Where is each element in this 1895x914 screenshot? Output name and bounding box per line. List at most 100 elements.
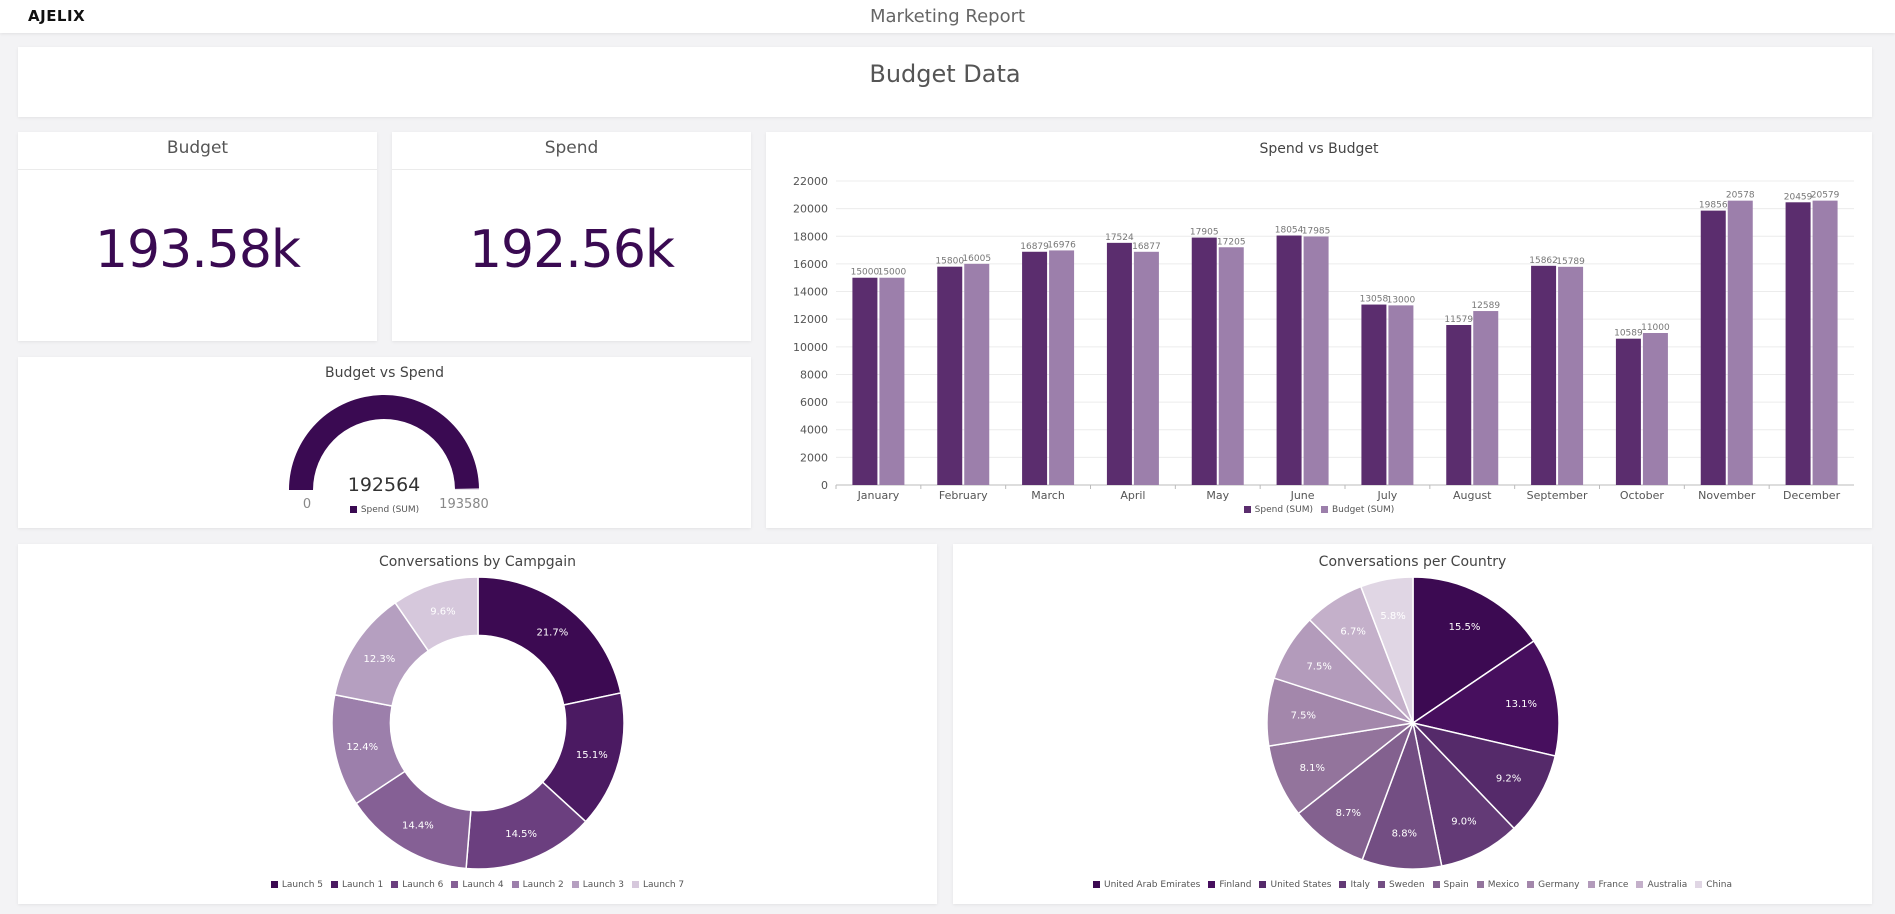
campaign-legend-item-launch-4[interactable]: Launch 4	[451, 880, 504, 890]
campaign-legend-item-launch-3[interactable]: Launch 3	[571, 880, 624, 890]
country-legend-item-france[interactable]: France	[1587, 880, 1628, 890]
country-chart-title: Conversations per Country	[1318, 554, 1507, 570]
ajelix-logo[interactable]: AJELIX	[28, 7, 86, 25]
gauge-title: Budget vs Spend	[325, 365, 444, 381]
campaign-slice-launch-5[interactable]	[477, 576, 622, 706]
legend-swatch	[451, 881, 459, 888]
country-slice-finland[interactable]	[1411, 640, 1560, 757]
bar-budget-sum-april[interactable]	[1133, 251, 1159, 485]
bar-spend-sum-july[interactable]	[1361, 304, 1387, 485]
campaign-legend-item-launch-5[interactable]: Launch 5	[270, 880, 323, 890]
campaign-legend-item-launch-2[interactable]: Launch 2	[511, 880, 564, 890]
kpi-divider	[18, 169, 377, 170]
y-tick-label: 14000	[793, 286, 828, 299]
bar-spend-sum-september[interactable]	[1531, 265, 1557, 485]
country-legend-item-united-states[interactable]: United States	[1259, 880, 1331, 890]
bar-budget-sum-june[interactable]	[1303, 236, 1329, 485]
y-tick-label: 4000	[800, 424, 828, 437]
bar-budget-sum-january[interactable]	[879, 277, 905, 485]
bar-data-label: 15800	[935, 257, 964, 267]
bar-data-label: 17524	[1105, 233, 1134, 243]
legend-swatch	[631, 881, 639, 888]
y-tick-label: 18000	[793, 230, 828, 243]
y-tick-label: 8000	[800, 368, 828, 381]
country-slice-united-states[interactable]	[1410, 721, 1557, 830]
bar-spend-sum-may[interactable]	[1191, 237, 1217, 485]
legend-swatch	[571, 881, 579, 888]
y-tick-label: 12000	[793, 313, 828, 326]
country-slice-label: 8.1%	[1300, 763, 1325, 774]
bar-chart-title: Spend vs Budget	[1259, 141, 1379, 157]
bar-spend-sum-march[interactable]	[1022, 251, 1048, 485]
x-tick-label: August	[1453, 489, 1492, 502]
bar-spend-sum-november[interactable]	[1700, 210, 1726, 485]
bar-data-label: 20459	[1784, 192, 1813, 202]
bar-spend-sum-december[interactable]	[1785, 202, 1811, 485]
country-legend-item-finland[interactable]: Finland	[1208, 880, 1251, 890]
bar-budget-sum-march[interactable]	[1049, 250, 1075, 485]
budget-kpi-value: 193.58k	[94, 220, 301, 280]
legend-swatch	[270, 881, 278, 888]
bar-budget-sum-november[interactable]	[1727, 200, 1753, 485]
page-title-card: Budget Data	[18, 47, 1872, 117]
top-bar: AJELIX Marketing Report	[0, 0, 1895, 33]
country-legend-item-australia[interactable]: Australia	[1636, 880, 1687, 890]
bar-spend-sum-june[interactable]	[1276, 235, 1302, 485]
country-slice-china[interactable]	[1359, 576, 1414, 724]
legend-swatch	[1243, 506, 1251, 513]
bar-budget-sum-may[interactable]	[1218, 247, 1244, 485]
bar-data-label: 16879	[1020, 242, 1049, 252]
legend-swatch	[331, 881, 339, 888]
bar-spend-sum-october[interactable]	[1615, 338, 1641, 485]
bar-data-label: 10589	[1614, 329, 1643, 339]
bar-spend-sum-january[interactable]	[852, 277, 878, 485]
legend-swatch	[1093, 881, 1100, 888]
bar-data-label: 12589	[1471, 301, 1500, 311]
bar-data-label: 15862	[1529, 256, 1558, 266]
y-tick-label: 6000	[800, 396, 828, 409]
campaign-legend-item-launch-1[interactable]: Launch 1	[331, 880, 383, 890]
country-legend-item-spain[interactable]: Spain	[1432, 880, 1469, 890]
country-slice-united-arab-emirates[interactable]	[1412, 576, 1535, 725]
bar-budget-sum-september[interactable]	[1558, 266, 1584, 485]
country-legend-item-china[interactable]: China	[1695, 880, 1732, 890]
bar-budget-sum-february[interactable]	[964, 263, 990, 485]
legend-item-spend-sum[interactable]: Spend (SUM)	[1243, 505, 1313, 515]
gauge-fill	[289, 395, 479, 490]
campaign-slice-label: 15.1%	[576, 750, 608, 761]
bar-data-label: 16877	[1132, 242, 1161, 252]
legend-item-budget-sum[interactable]: Budget (SUM)	[1321, 505, 1394, 515]
campaign-card: Conversations by Campgain 21.7% 15.1% 14.5…	[18, 544, 937, 904]
campaign-slice-label: 9.6%	[430, 606, 455, 617]
y-tick-label: 16000	[793, 258, 828, 271]
bar-budget-sum-october[interactable]	[1642, 333, 1668, 485]
country-slice-label: 9.2%	[1496, 773, 1521, 784]
campaign-legend-item-launch-7[interactable]: Launch 7	[631, 880, 684, 890]
gauge-legend-item[interactable]: Spend (SUM)	[349, 505, 419, 515]
country-legend-item-united-arab-emirates[interactable]: United Arab Emirates	[1093, 880, 1200, 890]
country-slice-label: 6.7%	[1340, 627, 1365, 638]
campaign-chart-title: Conversations by Campgain	[378, 554, 577, 570]
bar-spend-sum-august[interactable]	[1446, 324, 1472, 485]
gauge-value: 192564	[348, 474, 421, 496]
country-legend-item-italy[interactable]: Italy	[1339, 880, 1370, 890]
bar-budget-sum-july[interactable]	[1388, 305, 1414, 485]
bar-data-label: 15789	[1556, 257, 1585, 267]
bar-budget-sum-august[interactable]	[1473, 311, 1499, 485]
campaign-slice-label: 14.4%	[402, 821, 434, 832]
campaign-legend-item-launch-6[interactable]: Launch 6	[391, 880, 443, 890]
campaign-slice-launch-7[interactable]	[394, 576, 479, 652]
country-slice-italy[interactable]	[1411, 720, 1516, 868]
bar-spend-sum-april[interactable]	[1106, 242, 1132, 485]
campaign-slice-label: 21.7%	[536, 627, 568, 638]
bar-spend-sum-february[interactable]	[937, 266, 963, 485]
country-legend-item-mexico[interactable]: Mexico	[1476, 880, 1519, 890]
country-slice-label: 15.5%	[1449, 622, 1481, 633]
country-legend: United Arab Emirates Finland United States…	[953, 880, 1872, 890]
country-slice-sweden[interactable]	[1361, 720, 1443, 870]
country-legend-item-sweden[interactable]: Sweden	[1377, 880, 1425, 890]
campaign-donut-chart: 21.7% 15.1% 14.5% 14.4% 12.4% 12.3% 9.6%	[331, 576, 625, 870]
bar-budget-sum-december[interactable]	[1812, 200, 1838, 486]
country-legend-item-germany[interactable]: Germany	[1527, 880, 1580, 890]
bar-data-label: 17985	[1302, 226, 1331, 236]
